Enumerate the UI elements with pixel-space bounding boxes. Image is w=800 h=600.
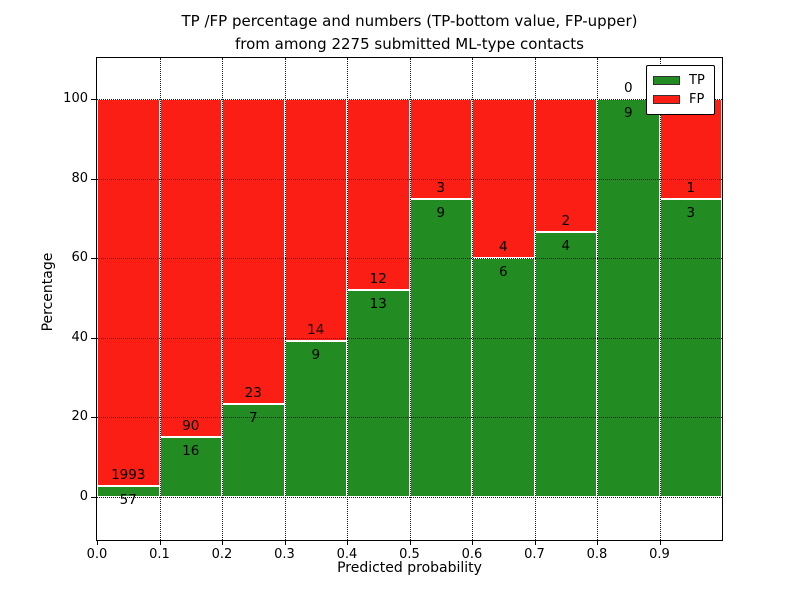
- x-gridline: [472, 58, 473, 540]
- x-gridline: [534, 58, 536, 540]
- fp-count-label: 90: [182, 417, 200, 434]
- x-tick-mark: [597, 540, 598, 545]
- x-tick-label: 0.2: [211, 547, 233, 562]
- fp-count-label: 2: [561, 212, 571, 229]
- legend-item-tp: TP: [653, 71, 707, 90]
- fp-count-label: 1993: [111, 466, 146, 483]
- x-tick-label: 0.0: [86, 547, 108, 562]
- x-tick-mark: [409, 540, 411, 545]
- bar-segment-fp: [409, 99, 472, 199]
- bar-segment-fp: [97, 99, 160, 486]
- bar-segment-fp: [159, 99, 222, 437]
- tp-count-label: 4: [561, 237, 571, 254]
- fp-count-label: 14: [307, 322, 325, 339]
- x-tick-label: 0.4: [336, 547, 358, 562]
- fp-legend-label: FP: [689, 92, 705, 107]
- x-tick-mark: [159, 540, 161, 545]
- x-axis-label: Predicted probability: [337, 560, 482, 576]
- y-axis-label: Percentage: [40, 252, 56, 332]
- x-gridline: [659, 58, 661, 540]
- chart-title: TP /FP percentage and numbers (TP-bottom…: [97, 10, 722, 56]
- tp-count-label: 13: [369, 296, 387, 313]
- x-gridline: [409, 58, 411, 540]
- bar-segment-tp: [409, 198, 472, 498]
- tp-count-label: 7: [248, 410, 258, 427]
- bar-segment-tp: [347, 290, 410, 498]
- y-tick-mark: [91, 497, 97, 498]
- bar-segment-tp: [284, 341, 347, 498]
- x-tick-mark: [534, 540, 536, 545]
- tp-count-label: 6: [498, 264, 508, 281]
- x-tick-mark: [97, 540, 98, 545]
- y-tick-mark: [91, 417, 97, 419]
- x-tick-label: 0.9: [649, 547, 670, 562]
- x-tick-label: 0.6: [461, 547, 483, 562]
- x-gridline: [159, 58, 161, 540]
- fp-count-label: 0: [623, 80, 633, 96]
- x-tick-mark: [659, 540, 661, 545]
- tp-count-label: 57: [119, 491, 137, 508]
- x-tick-label: 0.8: [586, 547, 608, 562]
- tp-count-label: 9: [623, 104, 633, 121]
- x-tick-label: 0.3: [274, 547, 295, 562]
- x-gridline: [222, 58, 223, 540]
- y-tick-label: 80: [71, 170, 88, 186]
- legend: TP FP: [646, 65, 715, 115]
- fp-count-label: 23: [244, 385, 262, 402]
- y-tick-mark: [91, 337, 97, 339]
- bar-segment-tp: [472, 258, 535, 498]
- x-tick-mark: [347, 540, 348, 545]
- y-tick-label: 20: [71, 409, 88, 425]
- x-gridline: [597, 58, 598, 540]
- fp-count-label: 4: [498, 239, 508, 256]
- y-tick-mark: [91, 98, 97, 100]
- x-gridline: [284, 58, 286, 540]
- bar-segment-tp: [97, 485, 160, 498]
- y-tick-label: 60: [71, 250, 88, 266]
- bar-segment-fp: [534, 99, 597, 232]
- tp-count-label: 9: [436, 204, 446, 221]
- bar-segment-tp: [534, 231, 597, 498]
- fp-count-label: 12: [369, 271, 387, 288]
- x-tick-mark: [222, 540, 223, 545]
- tp-legend-label: TP: [689, 73, 705, 88]
- legend-item-fp: FP: [653, 90, 707, 109]
- tp-legend-swatch: [653, 76, 680, 85]
- tp-count-label: 16: [182, 442, 200, 459]
- fp-legend-swatch: [653, 95, 680, 104]
- x-tick-mark: [284, 540, 286, 545]
- x-tick-label: 0.1: [149, 547, 170, 562]
- bar-segment-tp: [597, 99, 660, 498]
- y-tick-label: 40: [71, 329, 88, 345]
- chart-title-line2: from among 2275 submitted ML-type contac…: [235, 35, 584, 53]
- tp-count-label: 3: [686, 204, 696, 221]
- x-tick-label: 0.7: [524, 547, 545, 562]
- y-tick-mark: [91, 178, 97, 180]
- y-tick-label: 0: [79, 489, 88, 504]
- bar-segment-tp: [659, 198, 722, 498]
- x-tick-mark: [472, 540, 473, 545]
- tp-count-label: 9: [311, 347, 321, 364]
- bar-segment-tp: [159, 436, 222, 498]
- y-tick-mark: [91, 258, 97, 260]
- fp-count-label: 3: [436, 179, 446, 196]
- plot-area: TP FP 1993 57 90 16 23 7 14 9 12 13 3 9 4 6 2 4 0 9 1 3 0 20 4…: [63, 57, 723, 562]
- chart-title-line1: TP /FP percentage and numbers (TP-bottom…: [181, 12, 638, 30]
- x-gridline: [347, 58, 348, 540]
- y-tick-label: 100: [63, 90, 88, 106]
- x-tick-label: 0.5: [399, 547, 420, 562]
- fp-count-label: 1: [686, 179, 696, 196]
